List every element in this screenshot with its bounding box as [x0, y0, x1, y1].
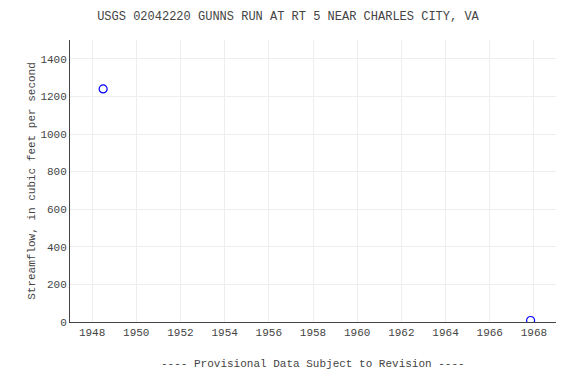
svg-text:1956: 1956 — [256, 327, 282, 339]
svg-text:1960: 1960 — [344, 327, 370, 339]
svg-text:1958: 1958 — [300, 327, 326, 339]
svg-text:1968: 1968 — [521, 327, 547, 339]
svg-text:1400: 1400 — [40, 54, 66, 66]
svg-text:1952: 1952 — [167, 327, 193, 339]
svg-text:0: 0 — [60, 317, 67, 329]
svg-text:200: 200 — [47, 279, 67, 291]
svg-text:1966: 1966 — [477, 327, 503, 339]
svg-text:1964: 1964 — [432, 327, 459, 339]
svg-text:400: 400 — [47, 242, 67, 254]
svg-text:800: 800 — [47, 166, 67, 178]
svg-text:600: 600 — [47, 204, 67, 216]
svg-text:1948: 1948 — [79, 327, 105, 339]
svg-text:1200: 1200 — [40, 91, 66, 103]
svg-text:USGS 02042220 GUNNS RUN AT RT: USGS 02042220 GUNNS RUN AT RT 5 NEAR CHA… — [97, 10, 479, 24]
svg-text:1962: 1962 — [388, 327, 414, 339]
svg-text:1000: 1000 — [40, 129, 66, 141]
svg-text:---- Provisional Data Subject: ---- Provisional Data Subject to Revisio… — [161, 358, 465, 370]
svg-text:1950: 1950 — [123, 327, 149, 339]
svg-text:1954: 1954 — [211, 327, 238, 339]
svg-text:Streamflow, in cubic feet per: Streamflow, in cubic feet per second — [26, 62, 38, 300]
